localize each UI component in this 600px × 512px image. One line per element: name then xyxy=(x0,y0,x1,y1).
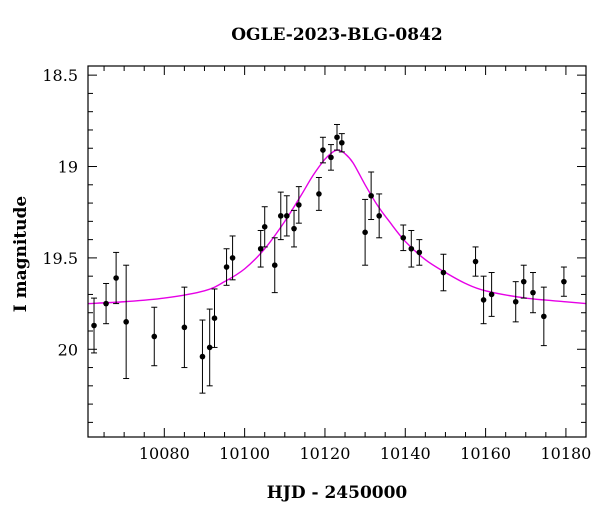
y-tick-label: 19.5 xyxy=(42,249,78,268)
data-marker xyxy=(211,315,218,322)
data-marker xyxy=(328,154,334,161)
data-point xyxy=(512,281,519,323)
data-point xyxy=(362,198,369,266)
x-tick-label: 10080 xyxy=(139,444,190,463)
data-point xyxy=(295,186,302,224)
data-point xyxy=(368,171,375,221)
data-marker xyxy=(271,262,278,269)
data-marker xyxy=(488,291,495,298)
data-point xyxy=(199,319,206,394)
axis-ticks: 10080 10100 10120 10140 10160 10180 18.5 19 19.5… xyxy=(42,66,591,463)
x-tick-label: 10180 xyxy=(540,444,591,463)
data-marker xyxy=(561,278,567,285)
data-marker xyxy=(223,264,230,270)
data-marker xyxy=(91,322,97,329)
data-point xyxy=(113,251,120,305)
data-points-layer xyxy=(91,123,567,394)
data-marker xyxy=(339,139,345,146)
data-marker xyxy=(416,249,423,256)
data-point xyxy=(319,136,326,164)
data-marker xyxy=(291,225,297,232)
data-marker xyxy=(520,278,527,285)
x-axis-label: HJD - 2450000 xyxy=(267,483,408,503)
data-point xyxy=(257,229,264,268)
data-marker xyxy=(541,313,547,320)
x-tick-label: 10140 xyxy=(380,444,431,463)
data-point xyxy=(103,282,110,325)
data-marker xyxy=(368,192,374,199)
data-point xyxy=(229,235,236,281)
data-marker xyxy=(334,134,340,141)
data-point xyxy=(181,286,188,369)
data-marker xyxy=(229,255,236,261)
model-curve xyxy=(87,149,587,305)
data-marker xyxy=(316,191,322,197)
data-point xyxy=(283,195,290,237)
data-marker xyxy=(512,298,519,305)
data-point xyxy=(291,209,298,248)
data-point xyxy=(151,306,158,367)
data-marker xyxy=(530,289,536,296)
data-marker xyxy=(103,300,109,307)
x-tick-label: 10160 xyxy=(460,444,511,463)
data-marker xyxy=(151,333,158,340)
data-point xyxy=(560,266,567,297)
data-marker xyxy=(320,147,326,153)
data-point xyxy=(408,229,415,268)
data-point xyxy=(488,272,495,317)
data-marker xyxy=(123,319,129,325)
data-marker xyxy=(199,353,206,360)
y-axis-label: I magnitude xyxy=(11,196,31,313)
data-point xyxy=(376,193,383,239)
data-point xyxy=(211,288,218,348)
data-marker xyxy=(408,245,415,252)
x-tick-label: 10120 xyxy=(299,444,350,463)
data-point xyxy=(271,237,278,294)
data-point xyxy=(400,224,407,252)
data-marker xyxy=(261,224,268,230)
data-point xyxy=(529,272,536,314)
data-point xyxy=(315,176,322,211)
data-marker xyxy=(206,344,213,351)
data-point xyxy=(416,239,423,266)
data-marker xyxy=(277,213,284,219)
data-point xyxy=(223,248,230,286)
plot-frame xyxy=(87,65,587,438)
data-marker xyxy=(480,297,487,303)
data-marker xyxy=(181,324,188,331)
data-marker xyxy=(440,269,447,276)
y-tick-label: 19 xyxy=(58,158,78,177)
data-point xyxy=(440,253,447,292)
data-marker xyxy=(362,229,368,236)
data-point xyxy=(91,297,98,354)
data-point xyxy=(277,191,284,241)
data-point xyxy=(480,275,487,325)
data-point xyxy=(123,264,130,380)
data-marker xyxy=(400,234,407,241)
x-tick-label: 10100 xyxy=(219,444,270,463)
data-marker xyxy=(113,275,119,281)
data-marker xyxy=(283,213,290,219)
chart-title: OGLE-2023-BLG-0842 xyxy=(231,25,443,45)
data-marker xyxy=(472,258,479,265)
y-tick-label: 20 xyxy=(58,340,78,359)
data-point xyxy=(327,144,334,171)
data-point xyxy=(472,246,479,277)
data-marker xyxy=(376,213,382,219)
data-point xyxy=(520,264,527,299)
model-curve-layer xyxy=(87,149,587,305)
data-point xyxy=(334,123,340,151)
data-point xyxy=(338,133,345,153)
data-point xyxy=(206,308,213,387)
data-point xyxy=(540,286,547,347)
y-tick-label: 18.5 xyxy=(42,66,78,85)
data-point xyxy=(261,206,268,248)
data-marker xyxy=(296,202,302,208)
